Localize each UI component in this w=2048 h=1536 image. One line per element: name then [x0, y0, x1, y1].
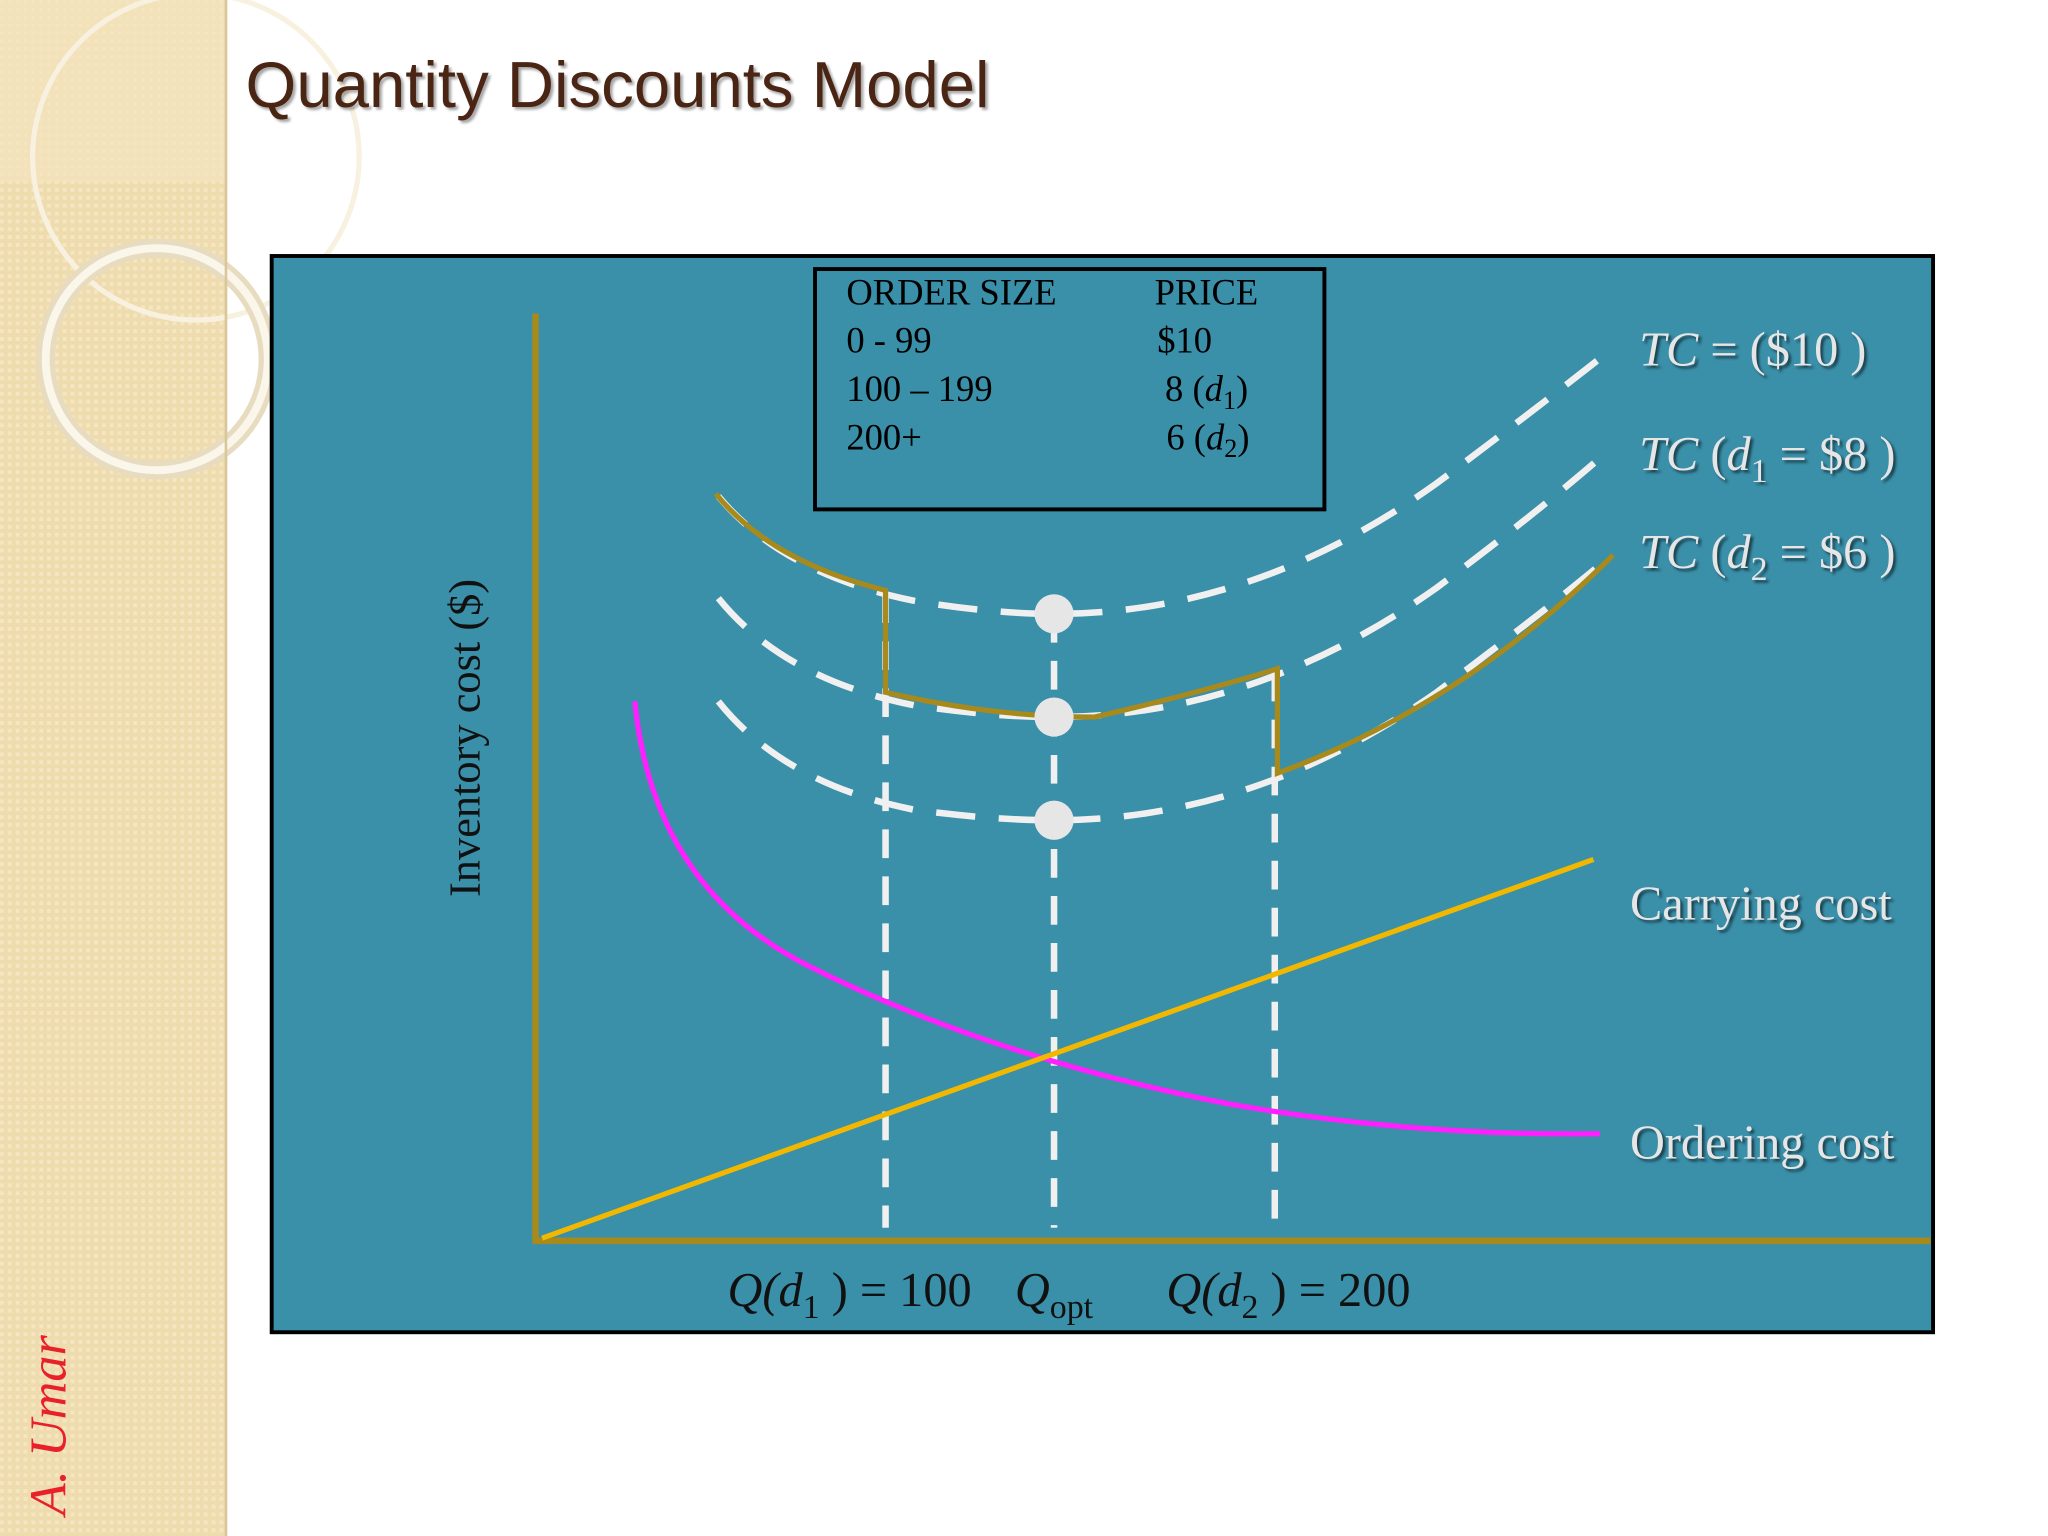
table-cell: 100 – 199	[846, 368, 992, 409]
optimum-dot	[1034, 594, 1074, 634]
table-header: PRICE	[1155, 271, 1259, 312]
table-cell: 200+	[846, 416, 921, 457]
decor-circle	[30, 0, 362, 323]
carrying-cost-label: Carrying cost	[1630, 878, 1892, 931]
chart-panel	[269, 254, 1936, 1335]
x-label-part: 1	[803, 1289, 820, 1326]
curve-label-part: d	[1726, 526, 1751, 579]
curve-label-part: = $6 )	[1768, 526, 1896, 579]
x-label-part: d	[778, 1264, 803, 1317]
tc-curve	[715, 452, 1607, 721]
decor-ring-inner	[41, 244, 272, 475]
curve-label-part: (	[1698, 526, 1726, 579]
tc-curve	[715, 352, 1606, 618]
optimum-dot	[1034, 697, 1074, 737]
curve-label: TC = ($10 )	[1639, 324, 1866, 377]
table-cell: 6 (d2)	[1166, 416, 1249, 463]
table-header: ORDER SIZE	[846, 271, 1056, 312]
price-table-text: ORDER SIZE PRICE 0 - 99 $10 100 – 199 8 …	[846, 271, 1258, 463]
side-strip	[0, 0, 228, 1536]
table-cell-part: )	[1237, 416, 1249, 457]
table-cell: $10	[1157, 320, 1212, 361]
author: A. Umar	[19, 1335, 77, 1519]
x-label-part: Q	[1015, 1264, 1050, 1317]
ordering-cost-label: Ordering cost	[1630, 1117, 1895, 1170]
curve-label-part: (	[1698, 428, 1726, 481]
table-cell-part: 6 (	[1166, 416, 1206, 457]
side-strip-top	[0, 0, 228, 183]
curve-label-part: = ($10 )	[1698, 324, 1866, 377]
x-label-part: ) = 200	[1258, 1264, 1410, 1317]
x-label: Qopt	[1015, 1264, 1094, 1326]
y-axis-label: Inventory cost ($)	[439, 579, 489, 897]
ordering-cost-curve	[632, 701, 1601, 1137]
curve-label-part: TC	[1639, 428, 1699, 481]
curve-label-part: 1	[1751, 453, 1768, 490]
curve-labels: TC = ($10 ) TC (d1 = $8 ) TC (d2 = $6 ) …	[1630, 324, 1895, 1170]
table-cell-part: $10	[1157, 320, 1212, 361]
x-label-part: 2	[1242, 1289, 1259, 1326]
curve-label-part: d	[1726, 428, 1751, 481]
slide-title: Quantity Discounts Model	[246, 48, 990, 121]
x-label-part: Q(	[728, 1264, 782, 1317]
table-cell-part: 1	[1223, 386, 1236, 415]
curve-label-part: = $8 )	[1768, 428, 1896, 481]
x-label: Q(d1 ) = 100	[728, 1264, 972, 1326]
curve-label: TC (d1 = $8 )	[1639, 428, 1895, 490]
curve-label: TC (d2 = $6 )	[1639, 526, 1895, 588]
table-cell-part: )	[1236, 368, 1248, 409]
curve-label-part: TC	[1639, 324, 1699, 377]
tc-curve	[715, 559, 1607, 824]
x-labels: Q(d1 ) = 100 Qopt Q(d2 ) = 200	[728, 1264, 1411, 1326]
table-cell-part: d	[1205, 368, 1224, 409]
optimum-dot	[1034, 800, 1074, 840]
table-cell: 8 (d1)	[1165, 368, 1248, 415]
carrying-cost-line	[541, 856, 1595, 1241]
total-cost-path	[713, 492, 1615, 777]
x-label-part: Q(	[1166, 1264, 1220, 1317]
x-label-part: ) = 100	[820, 1264, 972, 1317]
table-cell-part: 2	[1224, 434, 1237, 463]
price-table	[813, 267, 1327, 512]
table-cell-part: 8 (	[1165, 368, 1205, 409]
curve-label-part: 2	[1751, 551, 1768, 588]
x-label: Q(d2 ) = 200	[1166, 1264, 1410, 1326]
x-label-part: d	[1217, 1264, 1242, 1317]
table-cell: 0 - 99	[846, 320, 931, 361]
x-label-part: opt	[1050, 1289, 1094, 1326]
curve-label-part: TC	[1639, 526, 1699, 579]
table-cell-part: d	[1206, 416, 1225, 457]
